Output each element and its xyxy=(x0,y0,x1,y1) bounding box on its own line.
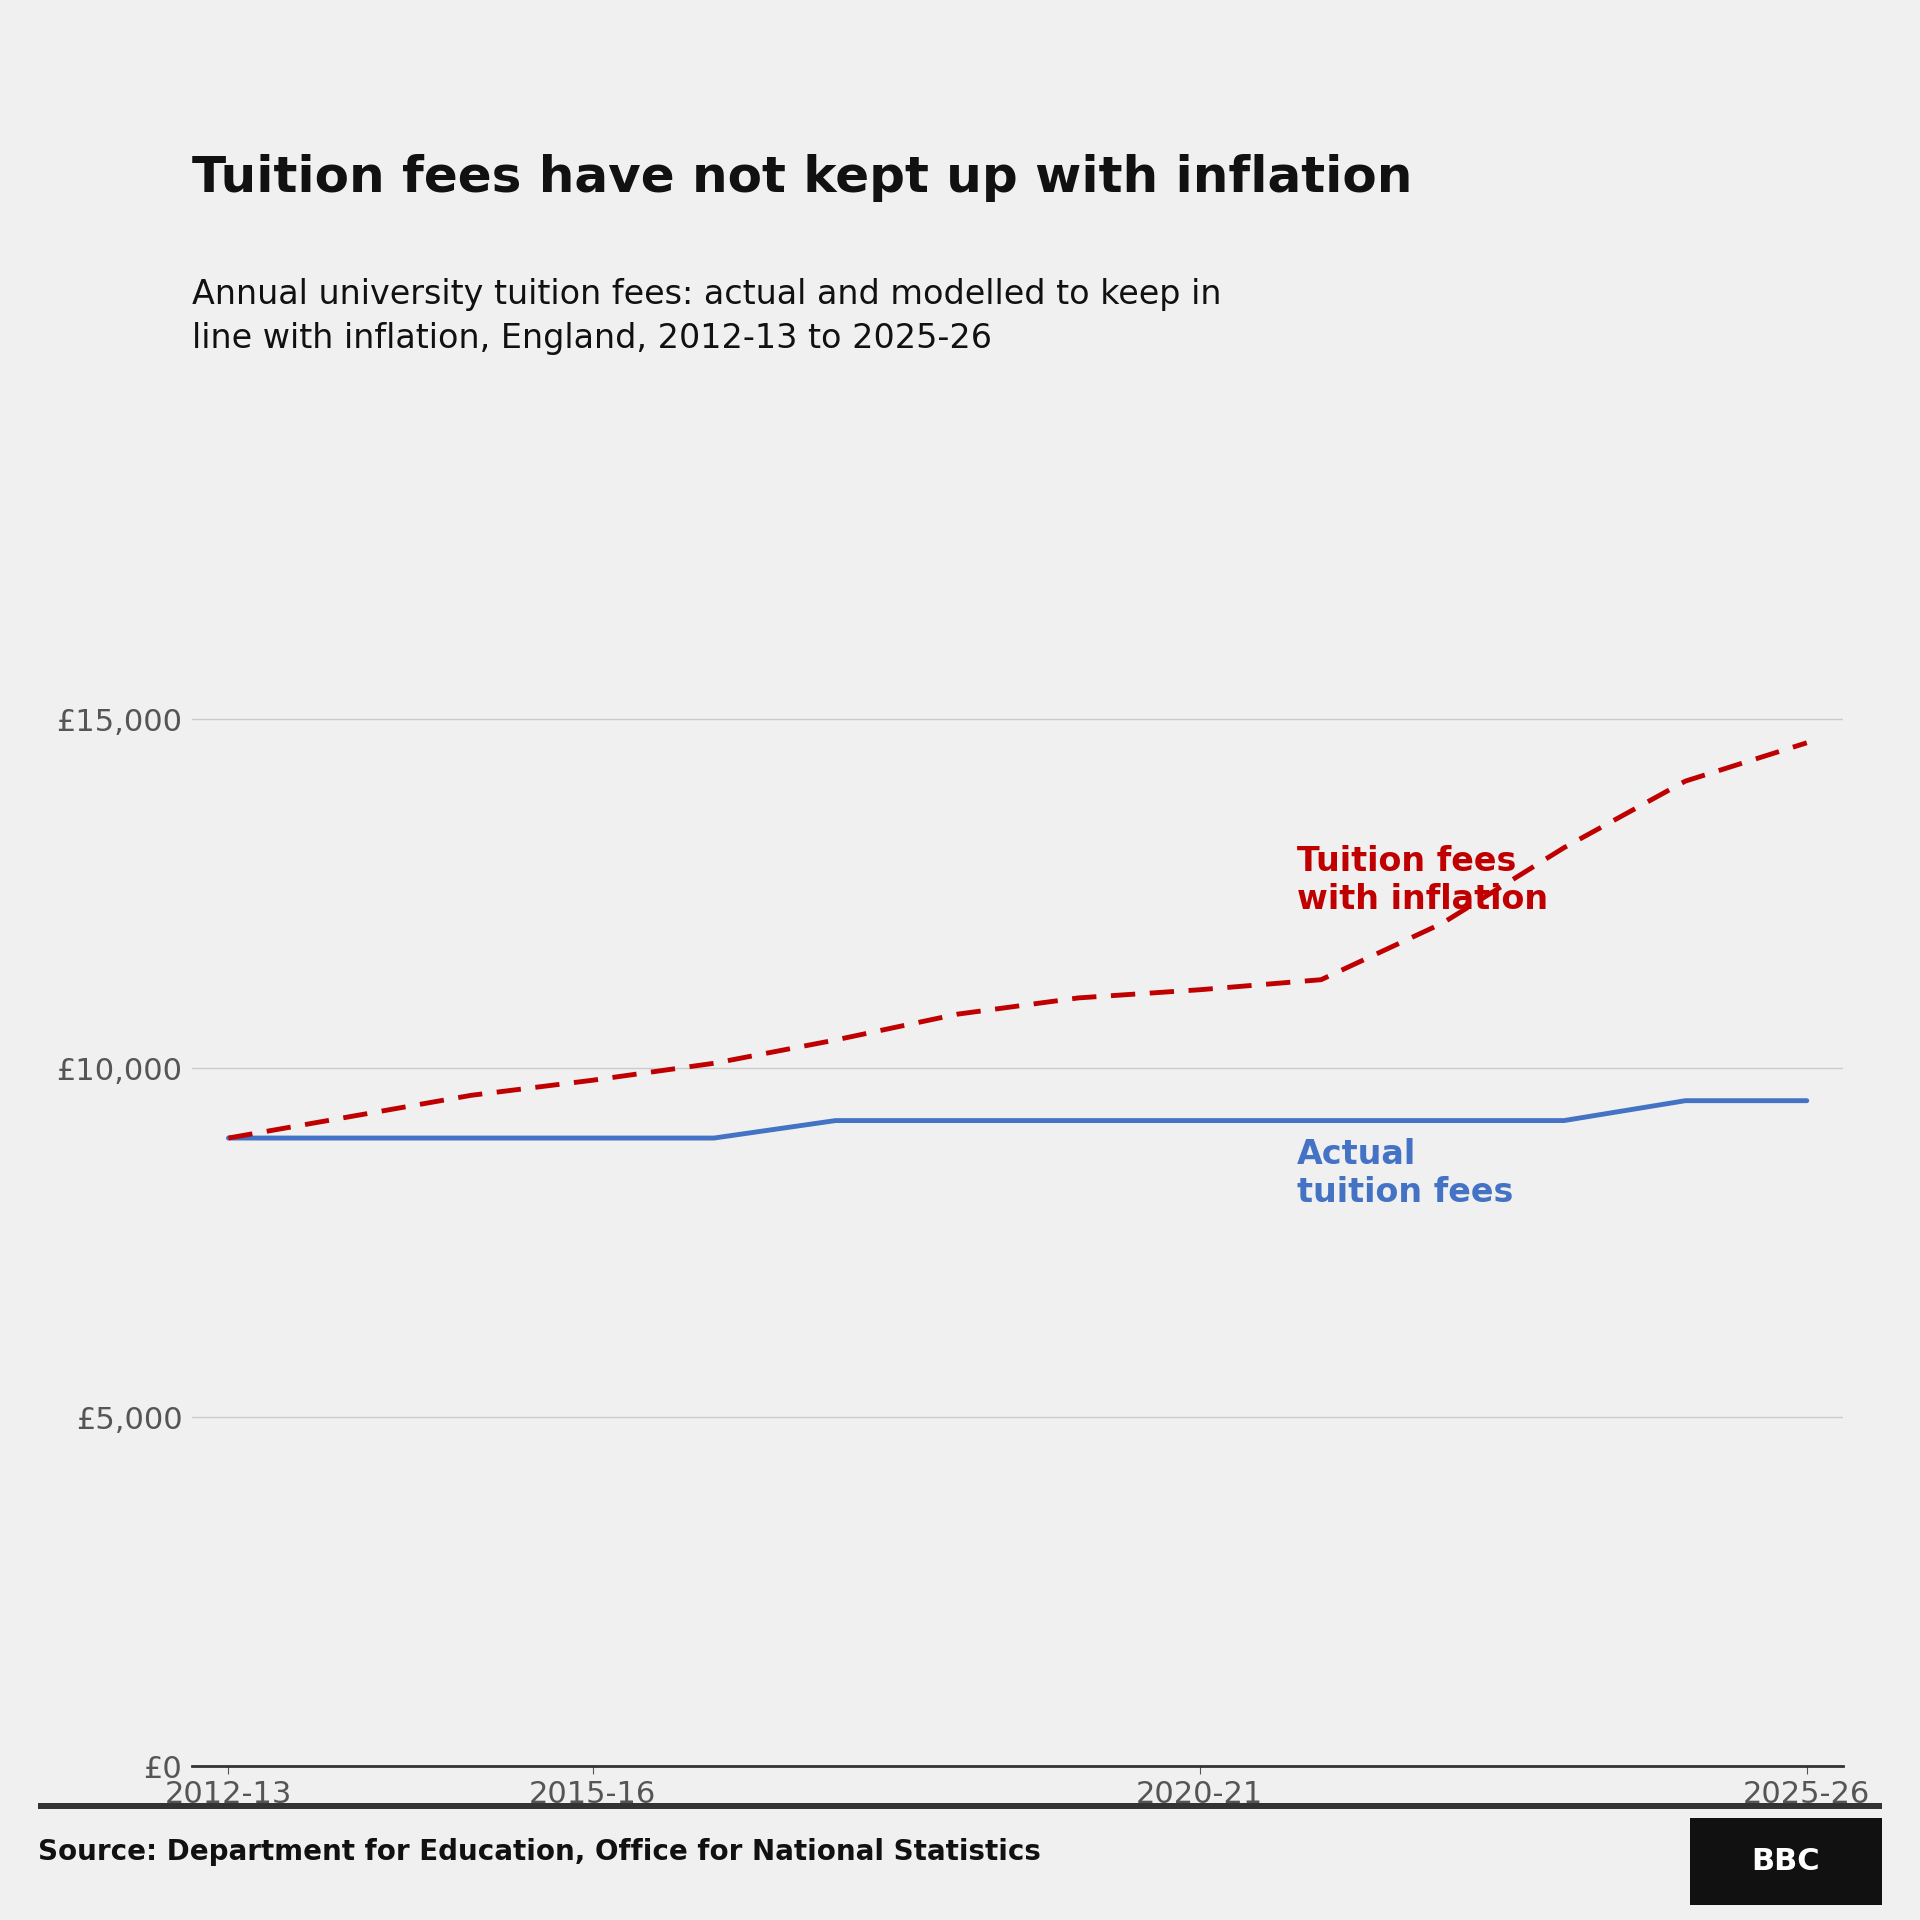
Text: Annual university tuition fees: actual and modelled to keep in
line with inflati: Annual university tuition fees: actual a… xyxy=(192,278,1221,355)
Text: BBC: BBC xyxy=(1751,1847,1820,1876)
Text: Tuition fees
with inflation: Tuition fees with inflation xyxy=(1296,845,1548,916)
Text: Actual
tuition fees: Actual tuition fees xyxy=(1296,1139,1513,1210)
Text: Tuition fees have not kept up with inflation: Tuition fees have not kept up with infla… xyxy=(192,154,1413,202)
Text: Source: Department for Education, Office for National Statistics: Source: Department for Education, Office… xyxy=(38,1837,1041,1866)
